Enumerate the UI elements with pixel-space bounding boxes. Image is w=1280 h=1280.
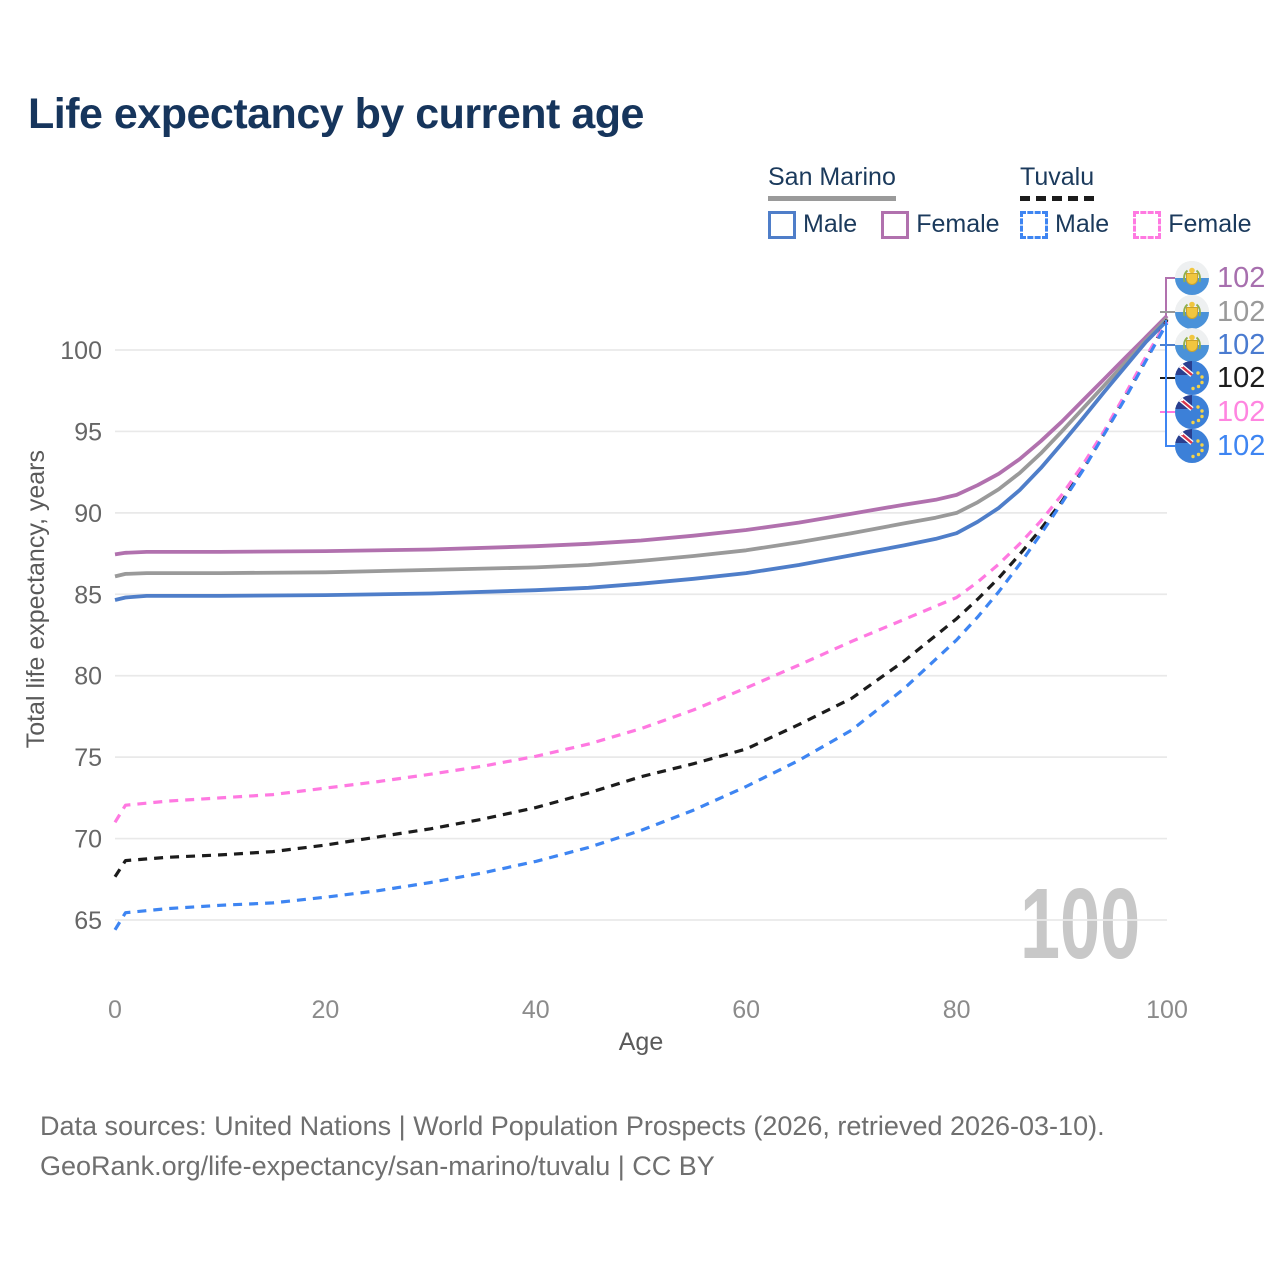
footer-line-1: Data sources: United Nations | World Pop…	[40, 1111, 1105, 1141]
end-label-tuvalu-male: 102	[1175, 429, 1265, 463]
san-marino-flag-icon	[1175, 328, 1209, 362]
end-label-san-marino-female: 102	[1175, 261, 1265, 295]
legend-group-title-san-marino: San Marino	[768, 163, 896, 201]
legend-group-tuvalu: Tuvalu Male Female	[1020, 163, 1252, 239]
legend-group-san-marino: San Marino Male Female	[768, 163, 1000, 239]
legend-item-san-marino-female: Female	[881, 210, 1000, 239]
end-label-san-marino-both: 102	[1175, 295, 1265, 329]
end-label-tuvalu-both: 102	[1175, 361, 1265, 395]
legend-item-label: Female	[916, 210, 1000, 238]
legend-item-san-marino-male: Male	[768, 210, 857, 239]
legend-item-tuvalu-female: Female	[1133, 210, 1252, 239]
y-tick-label: 70	[74, 826, 102, 854]
san-marino-flag-icon	[1175, 295, 1209, 329]
x-tick-label: 100	[1146, 996, 1188, 1024]
tuvalu-flag-icon	[1175, 429, 1209, 463]
x-tick-label: 0	[108, 996, 122, 1024]
series-line-san-marino-female	[114, 314, 1169, 557]
legend-item-label: Female	[1168, 210, 1252, 238]
end-label-connector	[1165, 320, 1175, 447]
y-tick-label: 80	[74, 663, 102, 691]
age-watermark: 100	[1020, 868, 1141, 980]
end-label-tuvalu-female: 102	[1175, 395, 1265, 429]
y-tick-label: 95	[74, 418, 102, 446]
end-value: 102	[1217, 261, 1266, 294]
x-tick-label: 60	[732, 996, 760, 1024]
san-marino-female-swatch-icon	[881, 210, 910, 239]
end-value: 102	[1217, 429, 1266, 462]
series-line-tuvalu-male	[113, 322, 1169, 931]
series-line-san-marino-both-sexes	[114, 316, 1169, 579]
data-source-footer: Data sources: United Nations | World Pop…	[40, 1106, 1105, 1186]
tuvalu-male-swatch-icon	[1020, 210, 1048, 239]
x-axis-label: Age	[618, 1028, 664, 1056]
x-tick-label: 40	[522, 996, 550, 1024]
end-value: 102	[1217, 328, 1266, 361]
legend-item-tuvalu-male: Male	[1020, 210, 1109, 239]
y-axis-label: Total life expectancy, years	[22, 450, 50, 749]
y-tick-label: 90	[74, 500, 102, 528]
y-tick-label: 65	[74, 907, 102, 935]
x-tick-label: 80	[943, 996, 971, 1024]
series-line-tuvalu-female	[113, 320, 1169, 824]
end-label-connector	[1165, 277, 1175, 317]
san-marino-flag-icon	[1175, 261, 1209, 295]
x-tick-label: 20	[311, 996, 339, 1024]
tuvalu-flag-icon	[1175, 395, 1209, 429]
footer-line-2: GeoRank.org/life-expectancy/san-marino/t…	[40, 1151, 715, 1181]
tuvalu-female-swatch-icon	[1133, 210, 1162, 239]
end-value: 102	[1217, 361, 1266, 394]
legend-group-title-tuvalu: Tuvalu	[1020, 163, 1095, 201]
series-line-san-marino-male	[114, 319, 1169, 602]
end-value: 102	[1217, 295, 1266, 328]
san-marino-male-swatch-icon	[768, 210, 796, 239]
page-title: Life expectancy by current age	[28, 90, 644, 138]
y-tick-label: 85	[74, 581, 102, 609]
end-value: 102	[1217, 395, 1266, 428]
legend-item-label: Male	[803, 210, 858, 238]
tuvalu-flag-icon	[1175, 361, 1209, 395]
y-tick-label: 75	[74, 744, 102, 772]
legend-item-label: Male	[1055, 210, 1110, 238]
y-tick-label: 100	[60, 337, 102, 365]
end-label-san-marino-male: 102	[1175, 328, 1265, 362]
